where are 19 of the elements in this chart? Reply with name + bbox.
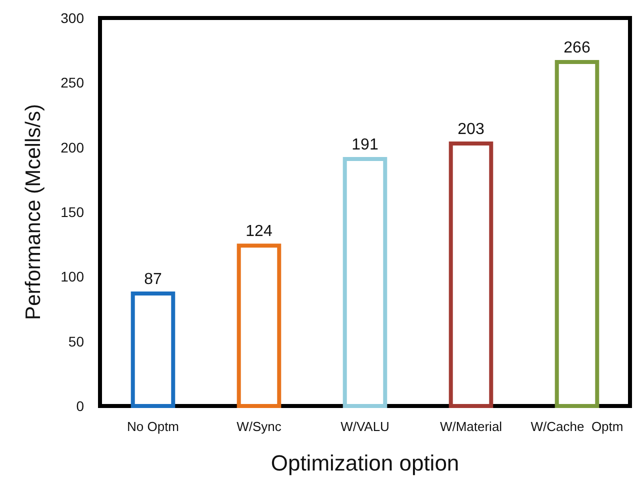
data-label: 266 [564,39,590,56]
data-label: 124 [246,223,272,240]
x-tick-label: W/Material [440,419,502,434]
x-tick-label: W/Sync [236,419,282,434]
y-tick-label: 250 [60,74,84,91]
data-label: 203 [458,120,484,138]
x-tick-label: No Optm [126,419,180,434]
y-tick-label: 100 [60,268,84,285]
y-axis-title: Performance (Mcells/s) [22,104,45,320]
y-tick-label: 0 [76,398,84,414]
x-tick-label: W/VALU [340,419,390,434]
data-label: 87 [144,270,162,288]
x-tick-label: W/Cache Optm [530,419,624,434]
data-label: 191 [352,136,378,154]
y-tick-label: 150 [60,204,84,220]
y-tick-label: 50 [68,333,84,350]
x-axis-title: Optimization option [270,450,460,476]
y-tick-label: 300 [60,10,84,26]
y-tick-label: 200 [60,139,84,156]
